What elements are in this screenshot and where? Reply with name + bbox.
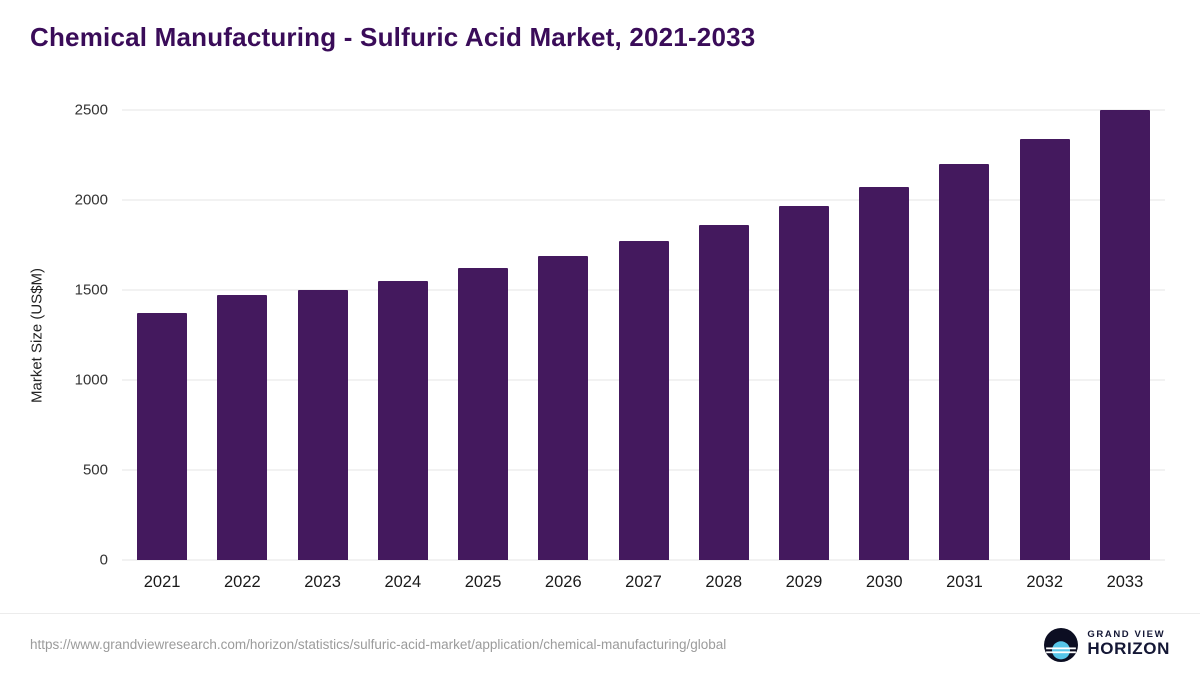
bar-column: 2027 <box>603 110 683 591</box>
y-tick-label: 500 <box>82 461 108 479</box>
bar-column: 2023 <box>282 110 362 591</box>
bar-2022[interactable] <box>217 295 268 560</box>
x-tick-label: 2028 <box>705 573 743 591</box>
y-tick-label: 2500 <box>74 101 108 119</box>
source-url: https://www.grandviewresearch.com/horizo… <box>30 637 727 652</box>
bar-2031[interactable] <box>939 164 990 560</box>
x-tick-label: 2033 <box>1106 573 1144 591</box>
y-tick-label: 1500 <box>74 281 108 299</box>
bar-2027[interactable] <box>618 240 669 560</box>
bar-2032[interactable] <box>1019 138 1070 560</box>
bar-2023[interactable] <box>297 290 348 560</box>
x-tick-label: 2022 <box>223 573 261 591</box>
bar-column: 2030 <box>844 110 924 591</box>
bar-column: 2022 <box>202 110 282 591</box>
bar-2026[interactable] <box>538 255 589 560</box>
x-tick-label: 2021 <box>143 573 181 591</box>
plot-area: 2021 2022 2023 2024 2025 2026 2027 2028 2029 2030… <box>122 109 1165 591</box>
bar-2024[interactable] <box>377 281 428 560</box>
x-tick-label: 2031 <box>946 573 983 591</box>
bar-column: 2029 <box>764 110 844 591</box>
x-tick-label: 2024 <box>384 573 422 591</box>
y-tick-label: 0 <box>99 551 108 569</box>
bar-2025[interactable] <box>458 268 509 560</box>
brand-text: GRAND VIEW HORIZON <box>1087 628 1170 659</box>
brand-name-top: GRAND VIEW <box>1087 628 1166 640</box>
bar-column: 2031 <box>924 110 1004 591</box>
bar-column: 2028 <box>684 110 764 591</box>
x-tick-label: 2027 <box>625 573 662 591</box>
bar-column: 2021 <box>122 110 202 591</box>
brand-name-bottom: HORIZON <box>1087 639 1170 659</box>
brand-lockup: GRAND VIEW HORIZON <box>1044 627 1170 662</box>
x-tick-label: 2029 <box>785 573 823 591</box>
bar-2033[interactable] <box>1099 110 1150 560</box>
gridline <box>122 199 1165 201</box>
y-tick-label: 2000 <box>74 191 108 209</box>
bar-2029[interactable] <box>778 206 829 560</box>
bar-2021[interactable] <box>137 313 188 560</box>
x-tick-label: 2023 <box>304 573 341 591</box>
chart-title: Chemical Manufacturing - Sulfuric Acid M… <box>30 22 756 52</box>
x-tick-label: 2030 <box>865 573 903 591</box>
y-axis-ticks: 0 500 1000 1500 2000 2500 <box>0 103 108 568</box>
footer: https://www.grandviewresearch.com/horizo… <box>0 613 1200 675</box>
bar-2030[interactable] <box>859 186 910 560</box>
gridline <box>122 559 1165 561</box>
bar-column: 2025 <box>443 110 523 591</box>
y-tick-label: 1000 <box>74 371 108 389</box>
bar-column: 2032 <box>1005 110 1085 591</box>
bar-column: 2033 <box>1085 110 1165 591</box>
x-tick-label: 2026 <box>544 573 582 591</box>
horizon-logo-icon <box>1044 627 1079 662</box>
gridline <box>122 109 1165 111</box>
x-tick-label: 2032 <box>1026 573 1064 591</box>
bar-column: 2024 <box>363 110 443 591</box>
bar-column: 2026 <box>523 110 603 591</box>
bars: 2021 2022 2023 2024 2025 2026 2027 2028 2029 2030… <box>122 110 1165 591</box>
bar-2028[interactable] <box>698 225 749 560</box>
x-tick-label: 2025 <box>464 573 502 591</box>
